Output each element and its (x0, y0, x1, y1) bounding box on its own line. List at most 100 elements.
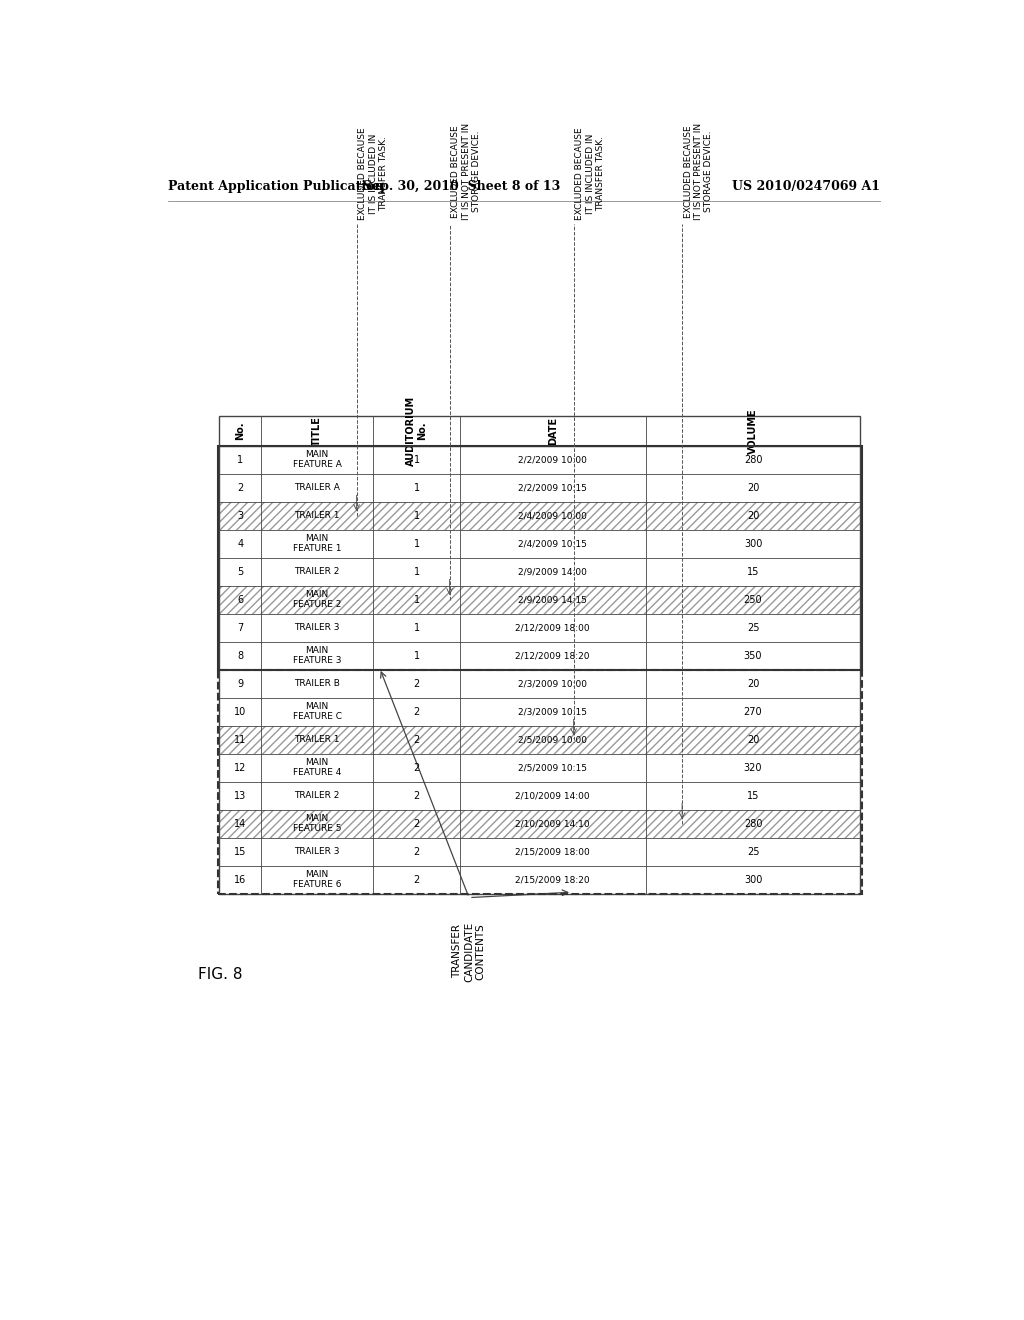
Bar (219, 726, 860, 754)
Text: 2/12/2009 18:20: 2/12/2009 18:20 (515, 651, 590, 660)
Text: 250: 250 (743, 594, 762, 605)
Text: 1: 1 (414, 483, 420, 492)
Text: 1: 1 (414, 539, 420, 549)
Text: DATE: DATE (548, 417, 558, 445)
Bar (219, 586, 860, 614)
Text: EXCLUDED BECAUSE
IT IS NOT PRESENT IN
STORAGE DEVICE.: EXCLUDED BECAUSE IT IS NOT PRESENT IN ST… (684, 123, 714, 220)
Text: TRAILER A: TRAILER A (294, 483, 340, 492)
Text: MAIN
FEATURE 4: MAIN FEATURE 4 (293, 758, 341, 777)
Text: 9: 9 (238, 678, 244, 689)
Text: 280: 280 (743, 454, 762, 465)
Text: TRAILER 1: TRAILER 1 (295, 511, 340, 520)
Text: 3: 3 (238, 511, 244, 520)
Bar (219, 416, 860, 894)
Text: TITLE: TITLE (312, 416, 323, 446)
Text: 1: 1 (238, 454, 244, 465)
Text: 2/12/2009 18:00: 2/12/2009 18:00 (515, 623, 590, 632)
Text: 320: 320 (743, 763, 762, 772)
Text: 2: 2 (414, 763, 420, 772)
Text: 4: 4 (238, 539, 244, 549)
Text: 2/4/2009 10:00: 2/4/2009 10:00 (518, 511, 587, 520)
Text: 1: 1 (414, 454, 420, 465)
Text: 10: 10 (234, 706, 247, 717)
Text: MAIN
FEATURE 1: MAIN FEATURE 1 (293, 535, 341, 553)
Text: 8: 8 (238, 651, 244, 661)
Text: 2/9/2009 14:15: 2/9/2009 14:15 (518, 595, 587, 605)
Text: 13: 13 (234, 791, 247, 801)
Text: 300: 300 (743, 875, 762, 884)
Text: MAIN
FEATURE 6: MAIN FEATURE 6 (293, 870, 341, 890)
Text: 2/15/2009 18:20: 2/15/2009 18:20 (515, 875, 590, 884)
Text: TRAILER B: TRAILER B (294, 680, 340, 688)
Text: 2/4/2009 10:15: 2/4/2009 10:15 (518, 539, 587, 548)
Text: 16: 16 (234, 875, 247, 884)
Text: 1: 1 (414, 511, 420, 520)
Text: 2/9/2009 14:00: 2/9/2009 14:00 (518, 568, 587, 576)
Text: TRAILER 2: TRAILER 2 (295, 791, 340, 800)
Text: 2: 2 (414, 846, 420, 857)
Text: 2/10/2009 14:00: 2/10/2009 14:00 (515, 791, 590, 800)
Text: 2/2/2009 10:00: 2/2/2009 10:00 (518, 455, 587, 465)
Text: 6: 6 (238, 594, 244, 605)
Text: 12: 12 (234, 763, 247, 772)
Text: 7: 7 (238, 623, 244, 632)
Text: MAIN
FEATURE 2: MAIN FEATURE 2 (293, 590, 341, 610)
Text: 25: 25 (746, 846, 759, 857)
Text: 300: 300 (743, 539, 762, 549)
Text: 20: 20 (746, 678, 759, 689)
Text: US 2010/0247069 A1: US 2010/0247069 A1 (732, 181, 880, 194)
Text: 2/3/2009 10:15: 2/3/2009 10:15 (518, 708, 587, 717)
Text: 25: 25 (746, 623, 759, 632)
Text: 270: 270 (743, 706, 762, 717)
Text: 15: 15 (746, 566, 759, 577)
Text: No.: No. (236, 421, 246, 441)
Text: 20: 20 (746, 511, 759, 520)
Text: 2/5/2009 10:00: 2/5/2009 10:00 (518, 735, 587, 744)
Text: 15: 15 (746, 791, 759, 801)
Text: 1: 1 (414, 594, 420, 605)
Bar (218, 669, 862, 894)
Text: 2: 2 (414, 735, 420, 744)
Text: 15: 15 (234, 846, 247, 857)
Text: 5: 5 (238, 566, 244, 577)
Text: MAIN
FEATURE 5: MAIN FEATURE 5 (293, 814, 341, 833)
Text: FIG. 8: FIG. 8 (198, 966, 243, 982)
Text: 2: 2 (414, 875, 420, 884)
Bar (218, 446, 862, 669)
Text: 2: 2 (414, 818, 420, 829)
Text: 11: 11 (234, 735, 247, 744)
Bar (219, 809, 860, 838)
Text: 2: 2 (238, 483, 244, 492)
Text: 2/5/2009 10:15: 2/5/2009 10:15 (518, 763, 587, 772)
Text: TRAILER 3: TRAILER 3 (295, 847, 340, 857)
Text: TRANSFER
CANDIDATE
CONTENTS: TRANSFER CANDIDATE CONTENTS (453, 921, 485, 982)
Text: 350: 350 (743, 651, 762, 661)
Text: MAIN
FEATURE 3: MAIN FEATURE 3 (293, 645, 341, 665)
Text: 2/3/2009 10:00: 2/3/2009 10:00 (518, 680, 587, 688)
Bar (219, 502, 860, 529)
Text: TRAILER 3: TRAILER 3 (295, 623, 340, 632)
Text: VOLUME: VOLUME (748, 408, 758, 454)
Text: EXCLUDED BECAUSE
IT IS NOT PRESENT IN
STORAGE DEVICE.: EXCLUDED BECAUSE IT IS NOT PRESENT IN ST… (452, 123, 481, 220)
Text: EXCLUDED BECAUSE
IT IS INCLUDED IN
TRANSFER TASK.: EXCLUDED BECAUSE IT IS INCLUDED IN TRANS… (358, 127, 388, 220)
Text: TRAILER 1: TRAILER 1 (295, 735, 340, 744)
Text: 1: 1 (414, 566, 420, 577)
Text: EXCLUDED BECAUSE
IT IS INCLUDED IN
TRANSFER TASK.: EXCLUDED BECAUSE IT IS INCLUDED IN TRANS… (575, 127, 605, 220)
Text: 20: 20 (746, 483, 759, 492)
Text: 2/15/2009 18:00: 2/15/2009 18:00 (515, 847, 590, 857)
Text: 2: 2 (414, 706, 420, 717)
Text: 2/2/2009 10:15: 2/2/2009 10:15 (518, 483, 587, 492)
Text: 2: 2 (414, 678, 420, 689)
Text: TRAILER 2: TRAILER 2 (295, 568, 340, 576)
Text: MAIN
FEATURE A: MAIN FEATURE A (293, 450, 342, 470)
Text: 2/10/2009 14:10: 2/10/2009 14:10 (515, 820, 590, 828)
Text: Patent Application Publication: Patent Application Publication (168, 181, 384, 194)
Text: Sep. 30, 2010  Sheet 8 of 13: Sep. 30, 2010 Sheet 8 of 13 (362, 181, 560, 194)
Text: 280: 280 (743, 818, 762, 829)
Text: 14: 14 (234, 818, 247, 829)
Text: 2: 2 (414, 791, 420, 801)
Text: MAIN
FEATURE C: MAIN FEATURE C (293, 702, 342, 722)
Text: 1: 1 (414, 651, 420, 661)
Text: 1: 1 (414, 623, 420, 632)
Text: AUDITORIUM
No.: AUDITORIUM No. (406, 396, 427, 466)
